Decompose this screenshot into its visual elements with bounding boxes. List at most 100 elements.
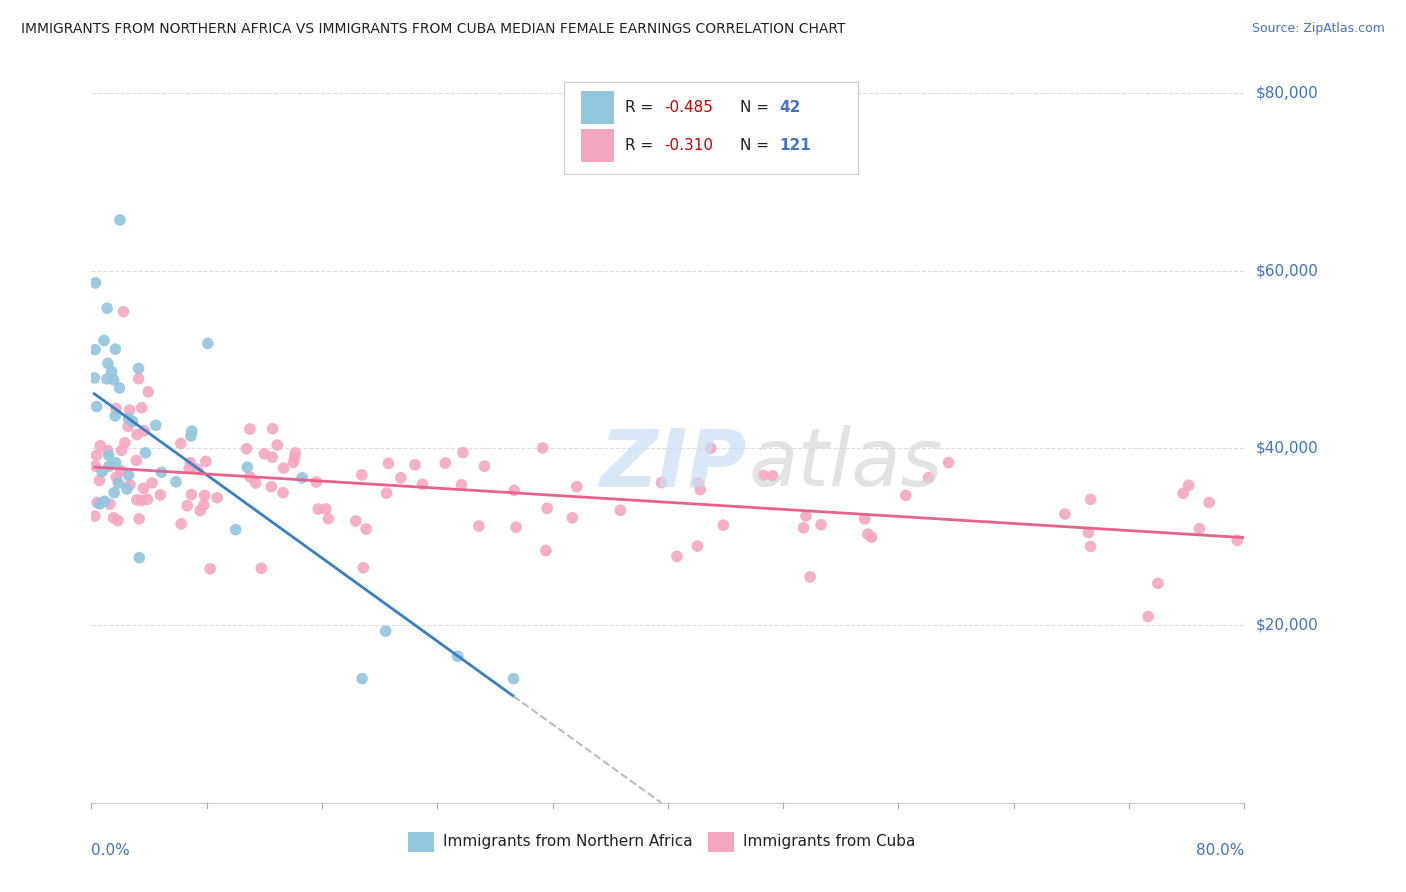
Point (536, 501, 558, 516)
Point (262, 422, 284, 436)
Point (250, 561, 273, 575)
Point (96, 372, 118, 386)
Point (1279, 593, 1302, 607)
Point (505, 520, 527, 534)
Point (856, 527, 879, 541)
Point (132, 482, 155, 496)
Point (86, 400, 108, 414)
Point (792, 521, 814, 535)
Point (1198, 495, 1220, 509)
Point (128, 372, 150, 386)
Point (180, 429, 202, 443)
Point (665, 549, 688, 564)
Point (305, 475, 328, 489)
Point (239, 470, 262, 484)
Point (686, 539, 709, 553)
Point (860, 530, 883, 544)
Point (117, 411, 139, 425)
Point (225, 523, 247, 537)
Text: ZIP: ZIP (599, 425, 747, 503)
Point (186, 462, 208, 476)
Point (271, 485, 294, 500)
Point (125, 453, 148, 467)
Point (86, 448, 108, 462)
Point (125, 492, 148, 507)
Point (561, 511, 583, 525)
Point (688, 475, 710, 490)
Point (375, 486, 398, 500)
Point (128, 361, 150, 376)
Point (1137, 609, 1160, 624)
Point (894, 488, 917, 502)
Point (318, 512, 340, 526)
Text: R =: R = (626, 138, 658, 153)
Point (236, 460, 259, 475)
Point (194, 488, 217, 502)
Point (84, 459, 107, 474)
Point (1398, 489, 1406, 503)
Point (1080, 492, 1102, 507)
Point (853, 512, 876, 526)
Point (132, 424, 155, 438)
FancyBboxPatch shape (709, 831, 734, 852)
Point (565, 480, 588, 494)
Point (104, 342, 127, 356)
Point (205, 491, 228, 505)
Point (315, 502, 337, 516)
Point (344, 514, 367, 528)
Point (117, 468, 139, 483)
Point (117, 419, 139, 434)
Point (110, 443, 132, 458)
Text: 0.0%: 0.0% (91, 843, 131, 858)
Point (609, 503, 631, 517)
Point (273, 461, 295, 475)
Text: Immigrants from Cuba: Immigrants from Cuba (742, 834, 915, 849)
Point (180, 487, 202, 501)
Text: R =: R = (626, 100, 658, 115)
Point (374, 624, 396, 639)
Point (1177, 478, 1199, 492)
Point (1384, 584, 1406, 599)
Text: 121: 121 (780, 138, 811, 153)
Point (253, 447, 276, 461)
Point (474, 459, 496, 474)
Point (193, 498, 215, 512)
Point (350, 467, 373, 482)
Point (1171, 486, 1194, 500)
Point (389, 471, 412, 485)
Point (100, 365, 122, 379)
Point (762, 468, 785, 483)
Point (107, 476, 129, 491)
Point (165, 475, 187, 489)
Point (110, 464, 132, 478)
Point (179, 461, 201, 475)
Point (179, 456, 201, 470)
Point (1147, 576, 1170, 591)
Point (103, 485, 125, 500)
Point (794, 508, 817, 523)
Text: -0.485: -0.485 (665, 100, 713, 115)
Point (103, 373, 125, 387)
Point (434, 456, 457, 470)
Point (1077, 525, 1099, 540)
Text: N =: N = (741, 100, 775, 115)
Text: $60,000: $60,000 (1256, 263, 1319, 278)
Point (121, 415, 143, 429)
Point (1080, 539, 1102, 553)
Point (83, 509, 105, 524)
Point (170, 436, 193, 450)
Point (1292, 514, 1315, 528)
Point (96, 443, 118, 458)
Point (103, 511, 125, 525)
Text: Immigrants from Northern Africa: Immigrants from Northern Africa (443, 834, 693, 849)
Point (1372, 510, 1395, 524)
Point (107, 514, 129, 528)
Text: 42: 42 (780, 100, 801, 115)
Point (352, 561, 374, 575)
Point (104, 456, 127, 470)
Point (235, 442, 257, 456)
Point (447, 649, 470, 664)
Point (176, 499, 198, 513)
Point (503, 483, 526, 498)
Point (284, 450, 307, 465)
